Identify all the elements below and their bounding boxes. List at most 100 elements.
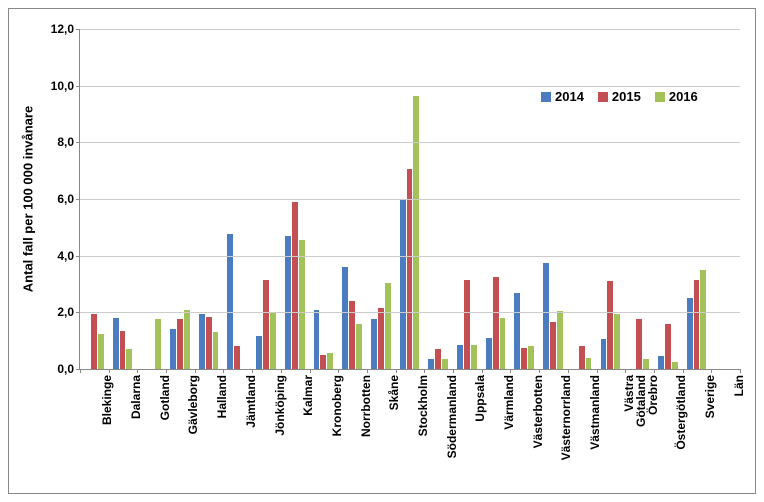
bar <box>586 358 592 369</box>
chart-frame: Antal fall per 100 000 invånare 0,02,04,… <box>8 8 756 494</box>
legend-item: 2015 <box>598 89 641 104</box>
bar <box>206 317 212 369</box>
bar <box>442 359 448 369</box>
bar <box>98 334 104 369</box>
bar <box>413 96 419 369</box>
gridline <box>80 142 740 143</box>
bar <box>155 319 161 369</box>
bar <box>263 280 269 369</box>
y-tick-mark <box>76 29 80 30</box>
bar <box>643 359 649 369</box>
y-tick-mark <box>76 256 80 257</box>
x-tick-label: VästraGötaland <box>623 375 647 427</box>
bar <box>672 362 678 369</box>
bar <box>486 338 492 369</box>
y-tick-mark <box>76 199 80 200</box>
x-tick-mark <box>281 369 282 373</box>
bar <box>320 355 326 369</box>
bar <box>500 318 506 369</box>
bar <box>314 310 320 370</box>
bar <box>493 277 499 369</box>
x-tick-mark <box>424 369 425 373</box>
y-tick-label: 6,0 <box>57 192 74 206</box>
bar <box>464 280 470 369</box>
x-tick-label: Skåne <box>387 375 401 410</box>
x-tick-label: Jämtland <box>244 375 258 428</box>
x-tick-label: Kronoberg <box>330 375 344 436</box>
bar <box>557 311 563 369</box>
bar <box>658 356 664 369</box>
legend-swatch <box>598 92 608 102</box>
bar <box>601 339 607 369</box>
x-tick-mark <box>654 369 655 373</box>
x-tick-label: Västernorrland <box>559 375 573 460</box>
x-tick-label: Gävleborg <box>186 375 200 434</box>
bar <box>579 346 585 369</box>
bar <box>550 322 556 369</box>
y-tick-label: 8,0 <box>57 135 74 149</box>
bar <box>378 308 384 369</box>
bar <box>543 263 549 369</box>
bar <box>528 346 534 369</box>
x-tick-label: Sverige <box>703 375 717 418</box>
x-tick-mark <box>396 369 397 373</box>
x-tick-label: Östergötland <box>674 375 688 450</box>
plot-area: Antal fall per 100 000 invånare 0,02,04,… <box>79 29 740 370</box>
bar <box>184 310 190 370</box>
x-tick-mark <box>597 369 598 373</box>
bar <box>292 202 298 369</box>
bar <box>607 281 613 369</box>
y-tick-mark <box>76 142 80 143</box>
x-tick-label: Stockholm <box>416 375 430 436</box>
legend-item: 2014 <box>541 89 584 104</box>
bar <box>521 348 527 369</box>
x-tick-mark <box>683 369 684 373</box>
bar <box>457 345 463 369</box>
gridline <box>80 312 740 313</box>
x-tick-label: Värmland <box>502 375 516 430</box>
bar <box>199 314 205 369</box>
bar <box>636 319 642 369</box>
bar <box>177 319 183 369</box>
bar <box>371 319 377 369</box>
bar <box>213 332 219 369</box>
bar <box>514 293 520 370</box>
x-tick-mark <box>310 369 311 373</box>
bar <box>170 329 176 369</box>
x-tick-mark <box>137 369 138 373</box>
x-tick-mark <box>223 369 224 373</box>
y-tick-label: 2,0 <box>57 305 74 319</box>
bar <box>356 324 362 369</box>
legend-label: 2015 <box>612 89 641 104</box>
x-tick-label: Dalarna <box>129 375 143 419</box>
x-tick-mark <box>453 369 454 373</box>
bar <box>694 280 700 369</box>
legend-item: 2016 <box>655 89 698 104</box>
x-tick-mark <box>510 369 511 373</box>
bar <box>227 234 233 369</box>
bar <box>349 301 355 369</box>
bar <box>270 312 276 369</box>
gridline <box>80 29 740 30</box>
x-tick-mark <box>195 369 196 373</box>
x-tick-mark <box>740 369 741 373</box>
bar <box>614 314 620 369</box>
x-tick-mark <box>338 369 339 373</box>
bar <box>113 318 119 369</box>
x-tick-label: Jönköping <box>273 375 287 436</box>
x-tick-mark <box>252 369 253 373</box>
x-tick-label: Gotland <box>158 375 172 420</box>
y-tick-label: 4,0 <box>57 249 74 263</box>
bar <box>400 200 406 369</box>
bar <box>256 336 262 369</box>
x-tick-mark <box>80 369 81 373</box>
x-tick-label: Uppsala <box>473 375 487 422</box>
legend-label: 2016 <box>669 89 698 104</box>
gridline <box>80 199 740 200</box>
y-tick-label: 0,0 <box>57 362 74 376</box>
bar <box>665 324 671 369</box>
y-tick-label: 12,0 <box>51 22 74 36</box>
legend-swatch <box>541 92 551 102</box>
x-tick-mark <box>109 369 110 373</box>
x-tick-label: Örebro <box>646 375 660 415</box>
